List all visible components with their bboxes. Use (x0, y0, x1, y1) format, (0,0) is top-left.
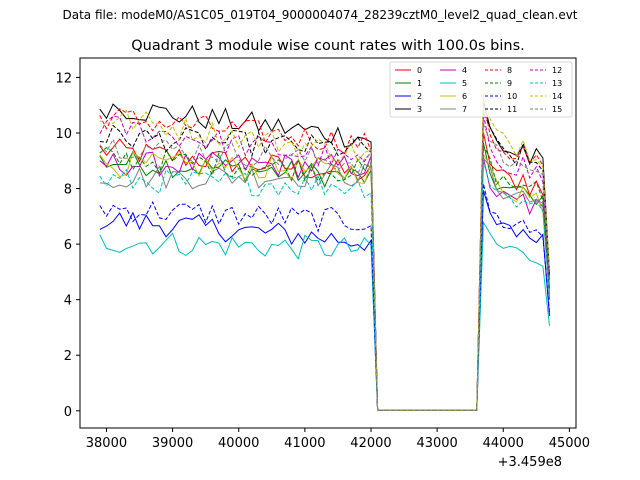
y-tick-label: 0 (64, 405, 72, 420)
legend-label-2: 2 (417, 92, 422, 101)
legend-label-11: 11 (507, 105, 517, 114)
y-tick-label: 12 (55, 71, 72, 86)
y-tick-label: 10 (55, 127, 72, 142)
legend-label-7: 7 (462, 105, 467, 114)
x-tick-label: 43000 (416, 436, 457, 451)
legend-label-5: 5 (462, 79, 467, 88)
x-tick-label: 41000 (284, 436, 325, 451)
legend-label-8: 8 (507, 66, 512, 75)
x-tick-label: 39000 (152, 436, 193, 451)
series-line-9 (99, 143, 550, 411)
legend-box (389, 61, 573, 118)
y-tick-label: 8 (64, 183, 72, 198)
x-tick-label: 42000 (350, 436, 391, 451)
legend-label-13: 13 (552, 79, 562, 88)
series-line-10 (99, 183, 550, 411)
axes-frame (79, 57, 577, 429)
legend-label-12: 12 (552, 66, 562, 75)
series-line-15 (99, 123, 550, 411)
legend-label-0: 0 (417, 66, 422, 75)
series-line-8 (99, 99, 550, 411)
series-line-13 (99, 160, 550, 411)
x-tick-label: 38000 (86, 436, 127, 451)
x-tick-label: 40000 (218, 436, 259, 451)
legend-label-3: 3 (417, 105, 422, 114)
y-tick-label: 2 (64, 349, 72, 364)
y-tick-label: 6 (64, 238, 72, 253)
legend-label-4: 4 (462, 66, 467, 75)
legend-label-14: 14 (552, 92, 562, 101)
y-tick-label: 4 (64, 294, 72, 309)
x-tick-label: 45000 (549, 436, 590, 451)
legend-label-6: 6 (462, 92, 467, 101)
plot-area: 38000 39000 40000 41000 42000 43000 44000 45000… (55, 57, 590, 451)
x-offset-label: +3.459e8 (498, 455, 562, 470)
legend-label-9: 9 (507, 79, 512, 88)
series-line-14 (99, 93, 550, 411)
x-tick-label: 44000 (483, 436, 524, 451)
chart-title: Quadrant 3 module wise count rates with … (131, 38, 525, 54)
legend-label-15: 15 (552, 105, 562, 114)
legend-label-10: 10 (507, 92, 517, 101)
legend-label-1: 1 (417, 79, 422, 88)
suptitle: Data file: modeM0/AS1C05_019T04_90000040… (62, 8, 578, 22)
series-line-5 (99, 220, 550, 411)
